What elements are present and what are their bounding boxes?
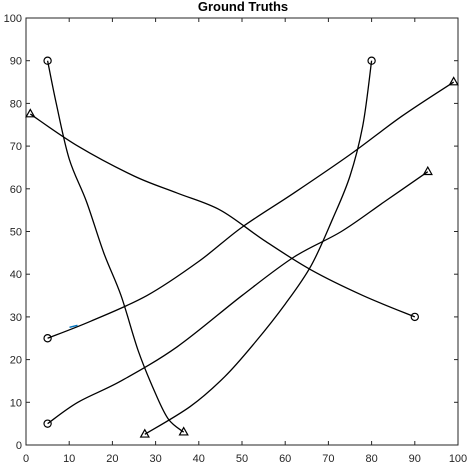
y-tick-label: 60	[10, 184, 22, 196]
x-tick-label: 60	[279, 453, 291, 465]
start-circle-marker	[43, 419, 52, 428]
x-tick-label: 30	[149, 453, 161, 465]
start-circle-marker	[367, 56, 376, 65]
x-tick-label: 20	[106, 453, 118, 465]
y-tick-label: 0	[16, 440, 22, 452]
start-circle-marker	[43, 56, 52, 65]
series-line-3	[47, 81, 455, 339]
y-tick-label: 30	[10, 312, 22, 324]
series-line-5	[29, 113, 416, 318]
start-circle-marker	[43, 334, 52, 343]
x-tick-label: 100	[449, 453, 467, 465]
y-tick-label: 20	[10, 355, 22, 367]
y-tick-label: 70	[10, 141, 22, 153]
x-tick-label: 70	[322, 453, 334, 465]
tick-layer: 0 10 20 30 40 50 60 70 80 90 100 0 10 20 30 40 50 60 70 80 9…	[4, 13, 468, 465]
end-triangle-marker	[422, 165, 433, 176]
x-tick-label: 90	[409, 453, 421, 465]
x-tick-label: 0	[23, 453, 29, 465]
y-tick-label: 90	[10, 56, 22, 68]
accent-mark	[69, 324, 78, 329]
chart-title: Ground Truths	[198, 0, 288, 14]
axes-box	[25, 17, 459, 446]
end-triangle-marker	[178, 426, 189, 436]
y-tick-label: 10	[10, 397, 22, 409]
x-tick-label: 80	[365, 453, 377, 465]
series-layer	[29, 60, 455, 435]
x-tick-label: 10	[63, 453, 75, 465]
start-circle-marker	[410, 312, 419, 322]
y-tick-label: 50	[10, 227, 22, 239]
series-line-2	[144, 60, 373, 435]
y-tick-label: 80	[10, 98, 22, 110]
marker-layer	[25, 56, 459, 438]
x-tick-label: 50	[236, 453, 248, 465]
series-line-1	[46, 60, 185, 433]
end-triangle-marker	[25, 108, 36, 118]
end-triangle-marker	[139, 428, 150, 438]
series-line-4	[47, 171, 429, 425]
y-tick-label: 40	[10, 269, 22, 281]
end-triangle-marker	[448, 76, 459, 86]
y-tick-label: 100	[4, 13, 22, 25]
x-tick-label: 40	[193, 453, 205, 465]
